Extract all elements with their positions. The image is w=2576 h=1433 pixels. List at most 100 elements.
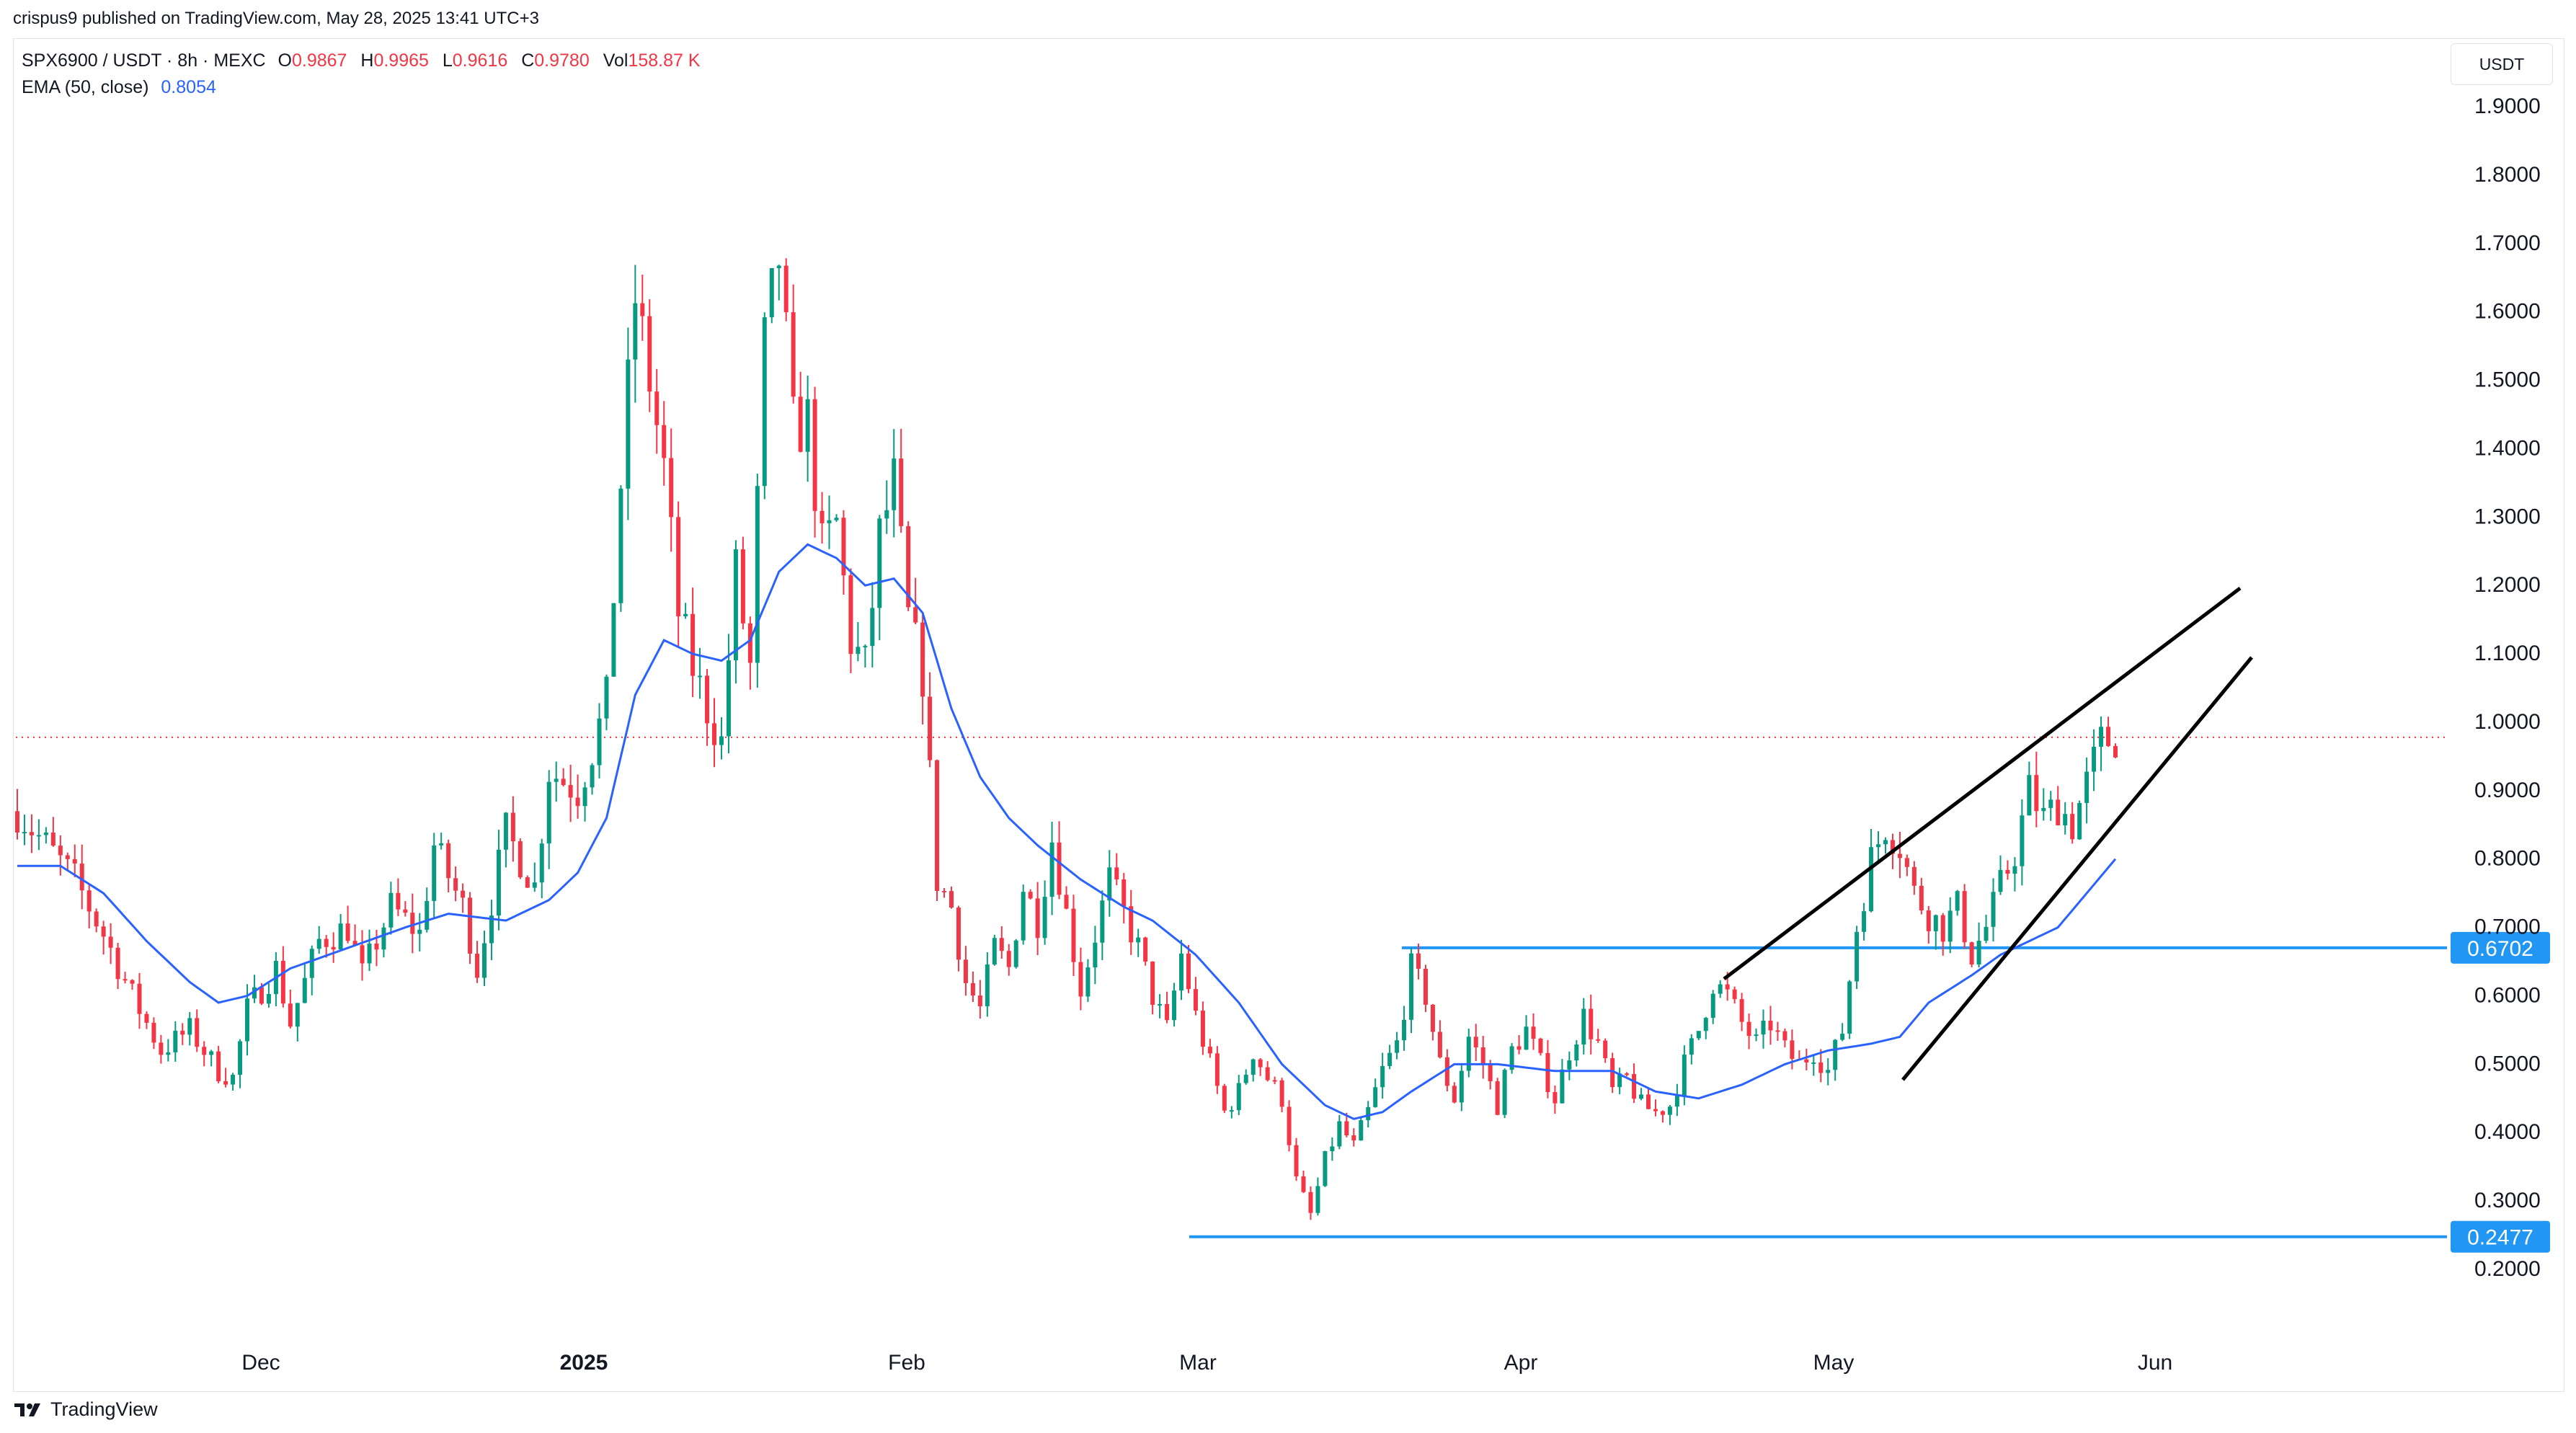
candle-body [1696,1031,1701,1039]
price-tick-label: 1.0000 [2474,710,2541,734]
candle-body [1243,1074,1248,1083]
price-tick-label: 1.8000 [2474,163,2541,187]
candle-body [245,998,250,1042]
time-tick-label: Mar [1179,1351,1217,1375]
candle-body [518,841,523,878]
symbol-name[interactable]: SPX6900 / USDT · 8h · MEXC [22,50,266,71]
candle-body [425,900,430,930]
candle-body [877,518,882,608]
candle-body [1049,842,1054,897]
candle-body [1862,911,1867,932]
candle-body [381,927,386,950]
candle-body [1840,1034,1845,1040]
candle-body [597,718,602,766]
brand-name: TradingView [50,1398,158,1420]
candle-body [209,1051,214,1055]
candle-body [1926,910,1931,931]
candle-body [1589,1008,1594,1039]
tradingview-logo-icon [14,1403,40,1416]
candle-body [1689,1038,1694,1055]
candle-body [1581,1008,1586,1045]
candle-body [884,510,889,519]
candle-body [1344,1121,1349,1136]
candle-body [1725,984,1730,990]
time-axis[interactable]: Dec 2025 Feb Mar Apr May Jun [241,1351,2172,1375]
candle-body [1444,1057,1449,1086]
candle-body [86,890,92,912]
candle-body [166,1052,171,1055]
candle-body [1710,993,1715,1019]
candle-body [1207,1047,1212,1054]
ema-value: 0.8054 [161,77,216,97]
candle-body [568,785,573,798]
candle-body [1488,1065,1493,1082]
open-value: 0.9867 [291,50,347,71]
candle-body [432,845,437,901]
candle-body [1179,953,1184,991]
candle-body [309,949,314,978]
candle-body [633,303,638,360]
candle-body [1337,1121,1342,1147]
candle-body [1674,1096,1679,1107]
candle-body [1107,867,1112,901]
candle-body [345,923,350,941]
candle-body [288,1003,293,1027]
candle-body [1660,1111,1665,1115]
volume-value: 158.87 K [628,50,701,71]
candle-body [1129,906,1134,943]
candle-body [1855,931,1860,982]
candle-body [29,832,34,835]
candle-body [2092,746,2097,772]
candle-body [2063,814,2068,826]
candle-body [1028,892,1033,899]
time-tick-label: Dec [241,1351,280,1375]
candle-body [195,1018,200,1047]
candle-body [949,891,954,908]
horizontal-levels[interactable]: 0.6702 0.2477 [1189,931,2550,1253]
candle-body [1596,1039,1601,1041]
candle-body [1035,898,1040,939]
candle-body [1165,1003,1170,1021]
candle-body [575,797,580,807]
level-badge [2451,1220,2550,1253]
candle-body [1790,1040,1795,1059]
candle-body [1395,1040,1400,1053]
candle-body [2099,727,2104,747]
currency-selector[interactable]: USDT [2451,43,2553,85]
candle-body [1272,1080,1277,1082]
candle-body [1962,891,1967,943]
candle-body [539,843,544,883]
candle-body [410,913,415,934]
price-tick-label: 0.4000 [2474,1120,2541,1144]
candle-body [1366,1106,1371,1121]
candle-body [546,781,551,844]
chart-frame[interactable] [13,38,2564,1392]
candle-body [266,994,271,1004]
candle-body [1473,1037,1478,1048]
candle-body [1064,895,1069,909]
volume-label: Vol [603,50,629,71]
candle-body [1323,1151,1328,1186]
ema-label[interactable]: EMA (50, close) [22,77,149,97]
candle-body [1078,962,1083,997]
price-tick-label: 0.3000 [2474,1189,2541,1212]
candle-body [870,608,875,647]
candle-body [1919,885,1924,911]
candle-body [94,911,99,927]
candle-body [496,849,501,916]
candle-body [2027,775,2032,816]
price-tick-label: 0.9000 [2474,778,2541,802]
price-axis[interactable]: 1.9000 1.8000 1.7000 1.6000 1.5000 1.4000 1.30… [2474,94,2541,1281]
wedge-trendlines[interactable] [1723,587,2253,1081]
ema-row: EMA (50, close) 0.8054 [22,74,709,101]
candle-body [1437,1032,1442,1057]
candle-body [1890,840,1895,854]
candle-body [1991,892,1996,927]
candle-body [747,623,752,663]
candle-body [856,647,861,655]
candle-body [1158,1003,1163,1006]
candle-body [1940,915,1945,942]
candle-body [1754,1034,1759,1037]
candle-body [1423,968,1428,1005]
